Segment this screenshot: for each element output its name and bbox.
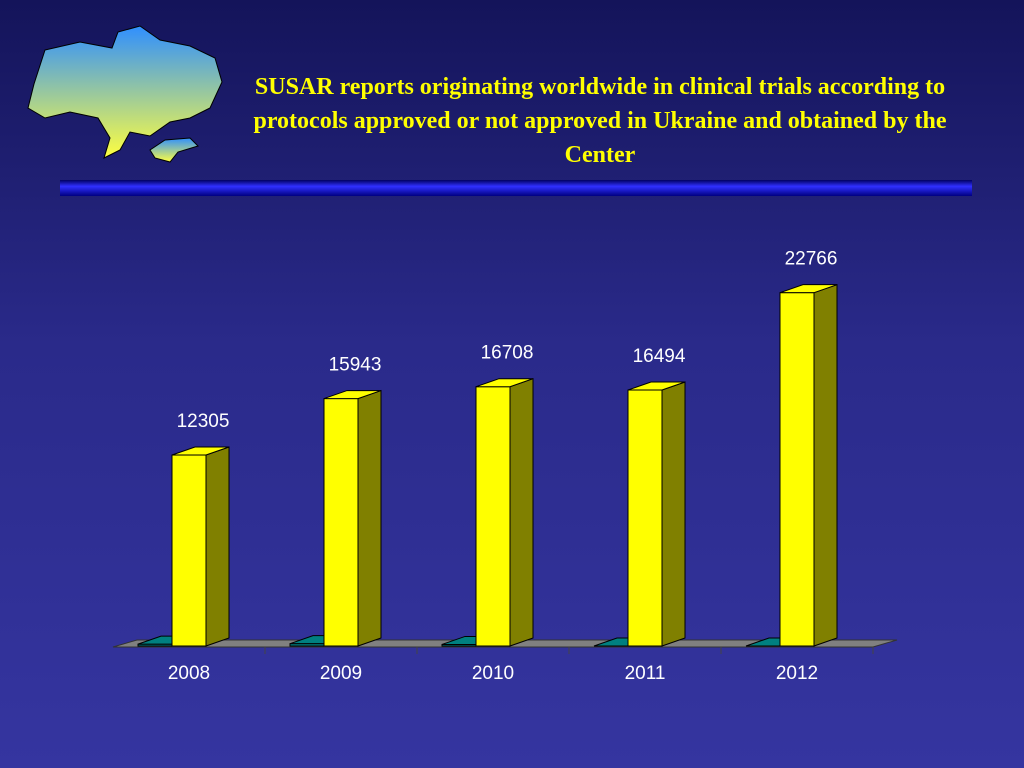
x-tick-label: 2011 <box>625 663 666 684</box>
bar-top <box>779 284 838 294</box>
crimea <box>149 137 199 163</box>
bar-side <box>357 389 382 647</box>
data-label: 16494 <box>633 346 686 367</box>
bar-top <box>475 378 534 388</box>
x-tick-label: 2008 <box>168 663 210 684</box>
x-tick-label: 2009 <box>320 663 362 684</box>
bar <box>171 454 207 647</box>
bar-side <box>661 381 686 647</box>
bar <box>323 398 359 647</box>
map-icon <box>27 25 223 159</box>
bar <box>779 292 815 647</box>
bar-top <box>627 381 686 391</box>
bar-side <box>205 446 230 647</box>
chart-title: SUSAR reports originating worldwide in c… <box>253 74 947 168</box>
data-label: 12305 <box>177 411 230 432</box>
bar-side <box>509 377 534 647</box>
x-tick-label: 2010 <box>472 663 514 684</box>
bar <box>475 386 511 647</box>
bar <box>627 389 663 647</box>
bar-side <box>813 283 838 647</box>
data-label: 16708 <box>481 343 534 364</box>
data-label: 15943 <box>329 355 382 376</box>
bar-top <box>171 446 230 456</box>
data-label: 22766 <box>785 249 838 270</box>
title-rule <box>60 180 972 196</box>
bar-top <box>323 390 382 400</box>
x-tick-label: 2012 <box>776 663 818 684</box>
